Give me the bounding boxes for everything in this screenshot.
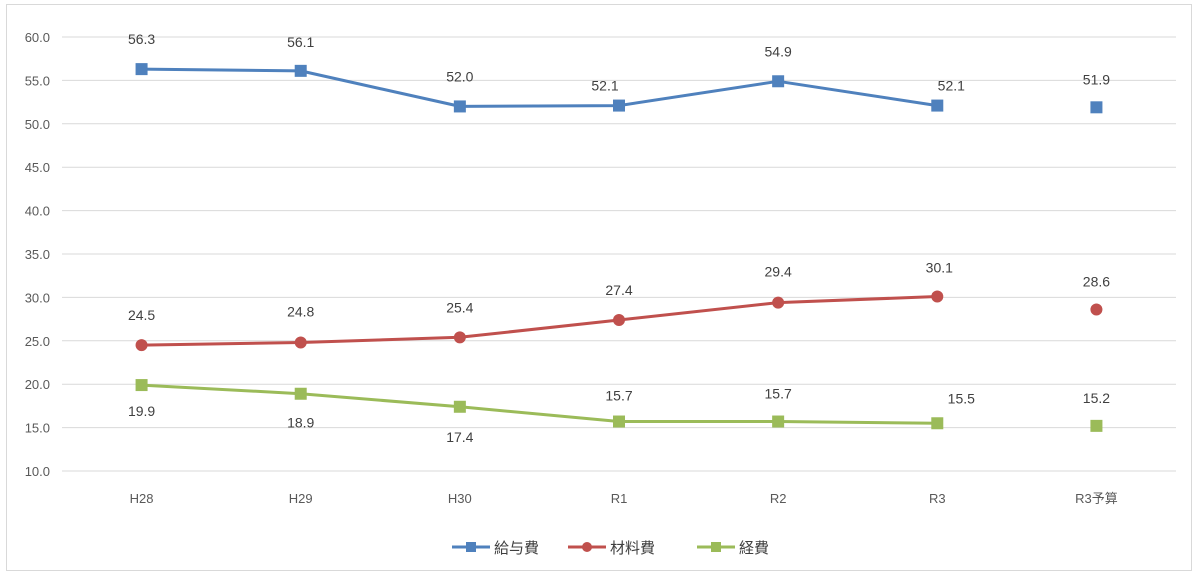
y-tick-label: 40.0 xyxy=(25,204,50,219)
data-labels: 56.3 56.1 52.0 52.1 54.9 52.1 51.9 24.5 24.8 25.4… xyxy=(128,31,1110,445)
data-point xyxy=(613,415,625,428)
x-tick-label: H30 xyxy=(448,491,472,506)
data-label: 52.1 xyxy=(591,78,618,94)
data-point xyxy=(613,99,625,112)
x-tick-label: H29 xyxy=(289,491,313,506)
data-label: 25.4 xyxy=(446,299,473,315)
legend-label: 給与費 xyxy=(494,540,539,557)
legend-item: 材料費 xyxy=(568,540,655,557)
y-tick-label: 35.0 xyxy=(25,247,50,262)
data-label: 56.1 xyxy=(287,34,314,50)
data-label: 15.7 xyxy=(605,388,632,404)
x-axis-labels: H28 H29 H30 R1 R2 R3 R3予算 xyxy=(130,491,1118,506)
legend-label: 経費 xyxy=(739,540,769,557)
data-label: 27.4 xyxy=(605,282,632,298)
x-tick-label: H28 xyxy=(130,491,154,506)
data-point xyxy=(294,336,307,349)
y-tick-label: 20.0 xyxy=(25,377,50,392)
data-point xyxy=(772,415,785,428)
data-point xyxy=(453,331,466,344)
legend-swatch-marker xyxy=(711,542,721,552)
data-point xyxy=(453,400,466,413)
data-label: 54.9 xyxy=(765,43,792,59)
data-point xyxy=(772,296,785,309)
y-tick-label: 55.0 xyxy=(25,73,50,88)
series-line xyxy=(140,383,939,425)
y-tick-label: 25.0 xyxy=(25,334,50,349)
y-tick-label: 30.0 xyxy=(25,290,50,305)
data-point xyxy=(931,417,944,430)
data-label: 15.7 xyxy=(765,386,792,402)
legend-item: 経費 xyxy=(697,540,769,557)
series-line xyxy=(140,67,939,108)
x-tick-label: R2 xyxy=(770,491,787,506)
series-2 xyxy=(135,290,1103,352)
data-label: 15.2 xyxy=(1083,390,1110,406)
data-point xyxy=(1090,303,1103,316)
data-label: 52.1 xyxy=(938,78,965,94)
data-label: 24.5 xyxy=(128,307,155,323)
y-tick-label: 60.0 xyxy=(25,30,50,45)
data-label: 51.9 xyxy=(1083,71,1110,87)
data-point xyxy=(135,339,148,352)
series-1 xyxy=(135,63,1103,114)
data-point xyxy=(135,379,148,392)
series-layer xyxy=(135,63,1103,432)
data-point xyxy=(294,64,307,77)
data-label: 18.9 xyxy=(287,415,314,431)
data-label: 15.5 xyxy=(948,390,975,406)
y-tick-label: 45.0 xyxy=(25,160,50,175)
legend-item: 給与費 xyxy=(452,540,539,557)
data-point xyxy=(772,75,785,88)
data-point xyxy=(613,313,625,326)
data-point xyxy=(294,387,307,400)
y-tick-label: 50.0 xyxy=(25,117,50,132)
chart-border xyxy=(6,4,1192,571)
legend-label: 材料費 xyxy=(610,540,655,557)
x-tick-label: R1 xyxy=(611,491,628,506)
data-point xyxy=(135,63,148,76)
data-point xyxy=(931,99,944,112)
data-point xyxy=(931,290,944,303)
y-tick-label: 15.0 xyxy=(25,421,50,436)
data-label: 28.6 xyxy=(1083,274,1110,290)
gridlines xyxy=(62,36,1176,472)
y-tick-label: 10.0 xyxy=(25,464,50,479)
data-point xyxy=(453,100,466,113)
data-label: 52.0 xyxy=(446,68,473,84)
data-label: 29.4 xyxy=(765,264,792,280)
legend-swatch-marker xyxy=(466,542,476,552)
data-point xyxy=(1090,419,1103,432)
data-label: 24.8 xyxy=(287,304,314,320)
legend-swatch-marker xyxy=(582,542,592,552)
series-3 xyxy=(135,379,1103,432)
data-label: 30.1 xyxy=(926,260,953,276)
x-tick-label: R3 xyxy=(929,491,946,506)
y-axis-labels: 10.0 15.0 20.0 25.0 30.0 35.0 40.0 45.0 50.0 55.0… xyxy=(25,30,50,479)
data-label: 17.4 xyxy=(446,429,473,445)
series-line xyxy=(140,295,939,347)
data-point xyxy=(1090,101,1103,114)
legend: 給与費 材料費 経費 xyxy=(452,540,769,557)
data-label: 19.9 xyxy=(128,403,155,419)
data-label: 56.3 xyxy=(128,31,155,47)
x-tick-label: R3予算 xyxy=(1075,491,1118,506)
